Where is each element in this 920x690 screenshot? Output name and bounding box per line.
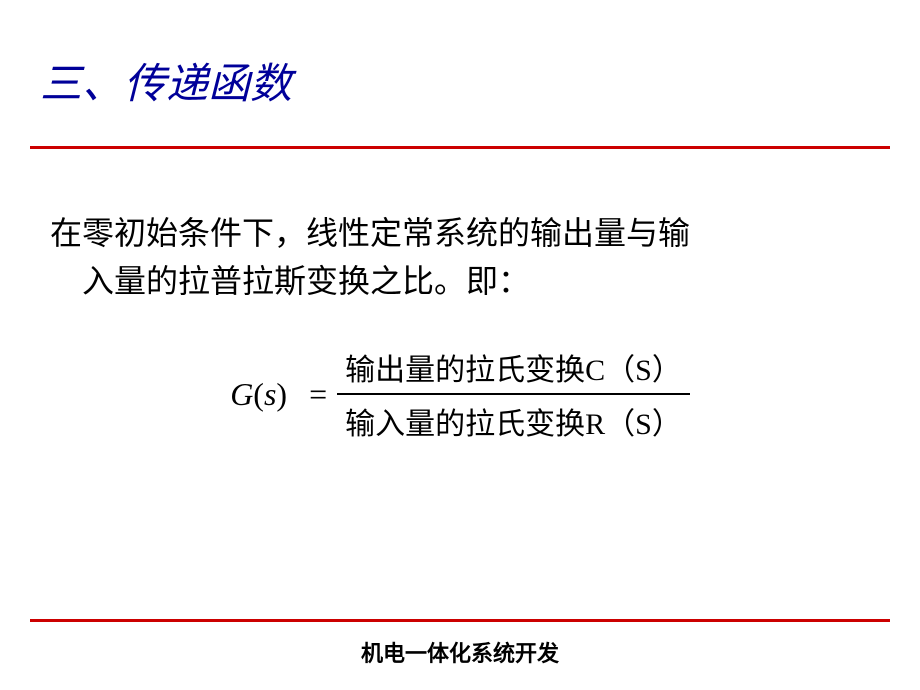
slide-footer: 机电一体化系统开发 <box>0 636 920 668</box>
formula-section: G(s) = 输出量的拉氏变换C（S） 输入量的拉氏变换R（S） <box>50 305 870 443</box>
formula-g: G <box>230 376 253 412</box>
formula-equals: = <box>309 376 327 413</box>
numerator-text: 输出量的拉氏变换 <box>345 354 585 387</box>
description-line2: 入量的拉普拉斯变换之比。即： <box>50 263 530 299</box>
formula-numerator: 输出量的拉氏变换C（S） <box>337 345 690 393</box>
slide-title: 三、传递函数 <box>40 50 880 111</box>
formula-fraction: 输出量的拉氏变换C（S） 输入量的拉氏变换R（S） <box>337 345 690 443</box>
description-line1: 在零初始条件下，线性定常系统的输出量与输 <box>50 215 690 251</box>
numerator-var: C <box>585 354 605 387</box>
content-section: 在零初始条件下，线性定常系统的输出量与输 入量的拉普拉斯变换之比。即： G(s)… <box>0 149 920 443</box>
title-section: 三、传递函数 <box>0 0 920 131</box>
divider-bottom <box>30 619 890 622</box>
denominator-arg: S <box>635 408 652 441</box>
formula-s: s <box>264 376 276 412</box>
denominator-var: R <box>585 408 605 441</box>
denominator-text: 输入量的拉氏变换 <box>345 408 585 441</box>
numerator-arg: S <box>635 354 652 387</box>
description-text: 在零初始条件下，线性定常系统的输出量与输 入量的拉普拉斯变换之比。即： <box>50 209 870 305</box>
formula-lhs: G(s) <box>230 376 287 413</box>
formula-denominator: 输入量的拉氏变换R（S） <box>337 395 690 443</box>
slide-container: 三、传递函数 在零初始条件下，线性定常系统的输出量与输 入量的拉普拉斯变换之比。… <box>0 0 920 690</box>
